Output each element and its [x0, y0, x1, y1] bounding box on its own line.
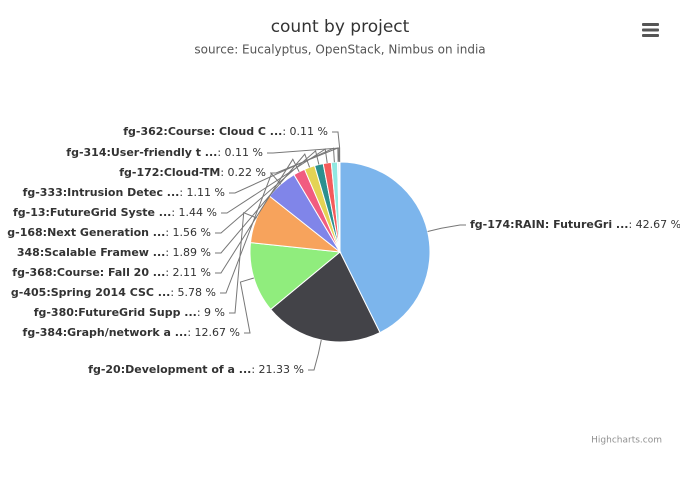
connector	[332, 131, 341, 163]
connector	[215, 149, 320, 234]
menu-bar	[642, 28, 659, 32]
connector	[427, 224, 466, 232]
label-value: 42.67 %	[636, 218, 680, 231]
label-separator: :	[628, 218, 635, 231]
data-label: fg-362:Course: Cloud C ...: 0.11 %	[123, 125, 328, 138]
label-name: fg-384:Graph/network a ...	[23, 326, 188, 339]
pie-slice	[269, 251, 381, 343]
label-value: 0.22 %	[228, 166, 266, 179]
label-separator: :	[187, 326, 194, 339]
menu-bar	[642, 23, 659, 26]
data-label: fg-380:FutureGrid Supp ...: 9 %	[34, 306, 225, 319]
label-separator: :	[170, 286, 177, 299]
connector	[221, 148, 328, 214]
label-name: fg-172:Cloud-TM	[119, 166, 220, 179]
menu-bar	[642, 34, 659, 37]
pie-slice	[339, 161, 431, 334]
data-label: fg-384:Graph/network a ...: 12.67 %	[23, 326, 240, 339]
data-label: 348:Scalable Framew ...: 1.89 %	[17, 246, 211, 259]
label-separator: :	[165, 266, 172, 279]
connector	[267, 147, 340, 163]
label-value: 0.11 %	[290, 125, 328, 138]
label-value: 1.89 %	[173, 246, 211, 259]
label-name: fg-174:RAIN: FutureGri ...	[470, 218, 628, 231]
label-value: 12.67 %	[195, 326, 240, 339]
label-separator: :	[220, 166, 227, 179]
data-label: fg-172:Cloud-TM: 0.22 %	[119, 166, 266, 179]
chart-title: count by project	[271, 17, 410, 37]
data-label: fg-314:User-friendly t ...: 0.11 %	[66, 146, 263, 159]
connector	[229, 211, 257, 314]
data-label: fg-174:RAIN: FutureGri ...: 42.67 %	[470, 218, 680, 231]
label-value: 1.44 %	[179, 206, 217, 219]
label-separator: :	[217, 146, 224, 159]
pie-slice	[338, 161, 341, 253]
connector	[308, 339, 322, 371]
label-separator: :	[282, 125, 289, 138]
label-separator: :	[179, 186, 186, 199]
pie-slice	[249, 242, 342, 311]
label-name: fg-362:Course: Cloud C ...	[123, 125, 282, 138]
label-name: g-168:Next Generation ...	[7, 226, 165, 239]
label-value: 5.78 %	[178, 286, 216, 299]
label-value: 2.11 %	[173, 266, 211, 279]
label-separator: :	[165, 246, 172, 259]
connector	[239, 277, 254, 334]
label-name: fg-380:FutureGrid Supp ...	[34, 306, 197, 319]
label-value: 0.11 %	[225, 146, 263, 159]
label-separator: :	[251, 363, 258, 376]
label-separator: :	[165, 226, 172, 239]
data-label: g-168:Next Generation ...: 1.56 %	[7, 226, 211, 239]
connector	[270, 147, 339, 174]
menu-button[interactable]	[636, 18, 666, 42]
label-name: fg-333:Intrusion Detec ...	[23, 186, 180, 199]
label-name: fg-368:Course: Fall 20 ...	[12, 266, 165, 279]
label-name: fg-314:User-friendly t ...	[66, 146, 217, 159]
label-name: 348:Scalable Framew ...	[17, 246, 165, 259]
credits[interactable]: Highcharts.com	[591, 436, 662, 446]
label-value: 9 %	[204, 306, 225, 319]
label-value: 1.56 %	[173, 226, 211, 239]
chart-subtitle: source: Eucalyptus, OpenStack, Nimbus on…	[194, 43, 485, 57]
label-value: 21.33 %	[259, 363, 304, 376]
label-name: fg-20:Development of a ...	[88, 363, 251, 376]
connector	[220, 172, 282, 294]
data-label: fg-333:Intrusion Detec ...: 1.11 %	[23, 186, 225, 199]
label-name: g-405:Spring 2014 CSC ...	[11, 286, 170, 299]
label-separator: :	[197, 306, 204, 319]
label-value: 1.11 %	[187, 186, 225, 199]
data-label: fg-13:FutureGrid Syste ...: 1.44 %	[13, 206, 217, 219]
data-label: fg-20:Development of a ...: 21.33 %	[88, 363, 304, 376]
label-separator: :	[171, 206, 178, 219]
data-label: fg-368:Course: Fall 20 ...: 2.11 %	[12, 266, 211, 279]
label-name: fg-13:FutureGrid Syste ...	[13, 206, 171, 219]
connector	[229, 147, 335, 194]
data-label: g-405:Spring 2014 CSC ...: 5.78 %	[11, 286, 216, 299]
